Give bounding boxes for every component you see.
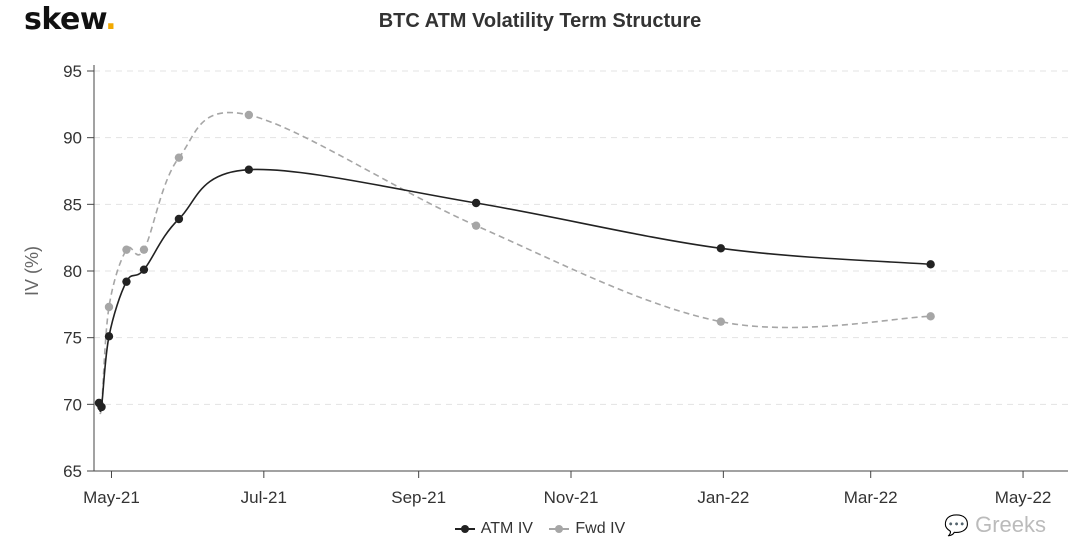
series-point-fwd-iv-3[interactable] <box>122 245 131 254</box>
series-point-fwd-iv-5[interactable] <box>174 153 184 162</box>
x-tick-label-Jan-22: Jan-22 <box>697 488 749 507</box>
series-point-atm-iv-8[interactable] <box>716 244 726 253</box>
series-point-atm-iv-6[interactable] <box>244 165 254 174</box>
watermark-text: Greeks <box>975 512 1046 537</box>
series-point-fwd-iv-4[interactable] <box>139 245 149 254</box>
series-point-atm-iv-5[interactable] <box>174 214 184 224</box>
x-tick-label-May-21: May-21 <box>83 488 140 507</box>
series-point-fwd-iv-2[interactable] <box>104 302 114 312</box>
series-point-fwd-iv-9[interactable] <box>926 312 935 321</box>
brand-name: skew <box>24 2 106 37</box>
legend-label-fwd-iv: Fwd IV <box>575 520 626 537</box>
y-tick-label-95: 95 <box>63 62 82 81</box>
x-tick-label-Mar-22: Mar-22 <box>844 488 898 507</box>
series-line-fwd-iv <box>98 111 931 415</box>
series-point-fwd-iv-6[interactable] <box>244 110 254 120</box>
x-tick-label-Sep-21: Sep-21 <box>391 488 446 507</box>
series-point-atm-iv-9[interactable] <box>926 260 935 269</box>
series-point-atm-iv-4[interactable] <box>139 265 149 274</box>
x-tick-label-May-22: May-22 <box>995 488 1052 507</box>
series-point-atm-iv-7[interactable] <box>471 198 481 208</box>
watermark: 💬 Greeks <box>944 512 1046 538</box>
series-group <box>94 110 935 415</box>
series-point-atm-iv-2[interactable] <box>104 332 114 341</box>
chart-title: BTC ATM Volatility Term Structure <box>378 10 702 32</box>
legend-item-atm-iv[interactable]: ATM IV <box>454 520 533 538</box>
x-tick-label-Nov-21: Nov-21 <box>544 488 599 507</box>
y-tick-label-90: 90 <box>63 129 82 148</box>
series-point-fwd-iv-7[interactable] <box>471 221 481 230</box>
y-ticks: 65 70 75 80 85 90 95 <box>63 62 94 481</box>
brand-logo: skew. <box>24 2 117 37</box>
legend-swatch-atm-iv <box>454 523 475 535</box>
y-tick-label-85: 85 <box>63 195 82 214</box>
legend: ATM IV Fwd IV <box>0 520 1080 540</box>
x-tick-label-Jul-21: Jul-21 <box>241 488 287 507</box>
legend-swatch-fwd-iv <box>549 523 570 535</box>
y-axis-label: IV (%) <box>22 246 42 296</box>
legend-label-atm-iv: ATM IV <box>480 520 533 537</box>
axes <box>93 65 1068 472</box>
y-tick-label-70: 70 <box>63 395 82 414</box>
y-tick-label-75: 75 <box>63 329 82 348</box>
series-point-atm-iv-3[interactable] <box>122 277 131 286</box>
y-tick-label-65: 65 <box>63 462 82 481</box>
y-tick-label-80: 80 <box>63 262 82 281</box>
chat-bubbles-icon: 💬 <box>944 514 970 537</box>
x-ticks: May-21 Jul-21 Sep-21 Nov-21 Jan-22 Mar-22 May-… <box>83 471 1051 507</box>
series-point-fwd-iv-8[interactable] <box>716 317 726 326</box>
gridlines <box>94 70 1068 405</box>
series-point-atm-iv-1[interactable] <box>97 402 106 412</box>
legend-item-fwd-iv[interactable]: Fwd IV <box>549 520 625 538</box>
series-line-atm-iv <box>98 168 931 413</box>
brand-dot: . <box>105 2 117 37</box>
